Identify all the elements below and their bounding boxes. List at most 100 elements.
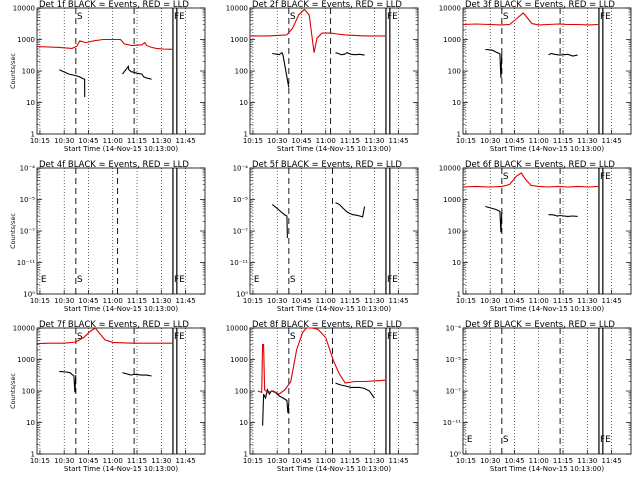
series-lld-line xyxy=(36,38,173,50)
panel-title: Det 6f BLACK = Events, RED = LLD xyxy=(465,160,615,170)
x-tick-label: 10:15 xyxy=(243,457,263,465)
x-tick-label: 10:45 xyxy=(78,297,98,305)
x-tick-label: 10:15 xyxy=(30,297,50,305)
x-tick-label: 11:30 xyxy=(364,457,384,465)
x-tick-label: 11:00 xyxy=(316,457,336,465)
x-axis-label: Start Time (14-Nov-15 10:13:00) xyxy=(277,465,391,473)
series-events-line xyxy=(485,48,578,79)
x-tick-label: 11:00 xyxy=(316,137,336,145)
x-tick-label: 11:15 xyxy=(553,137,573,145)
y-tick-label: 10⁻¹¹ xyxy=(443,419,461,427)
y-tick-label: 10 xyxy=(239,99,248,107)
x-tick-label: 10:30 xyxy=(267,137,287,145)
y-tick-label: 10⁻⁴ xyxy=(233,165,249,173)
det-panel-5: Det 5f BLACK = Events, RED = LLD 10⁰ 10⁻¹¹… xyxy=(230,160,419,313)
panel-title: Det 8f BLACK = Events, RED = LLD xyxy=(252,320,402,330)
panel-title: Det 3f BLACK = Events, RED = LLD xyxy=(465,0,615,10)
y-tick-label: 1 xyxy=(244,131,248,139)
y-tick-label: 1 xyxy=(457,291,461,299)
flag-fe: FE xyxy=(174,332,185,342)
flag-s: S xyxy=(290,12,296,22)
x-tick-label: 11:00 xyxy=(529,297,549,305)
x-tick-label: 10:30 xyxy=(480,457,500,465)
x-tick-label: 11:00 xyxy=(316,297,336,305)
panel-title: Det 9f BLACK = Events, RED = LLD xyxy=(465,320,615,330)
x-tick-label: 10:15 xyxy=(456,137,476,145)
flag-s: S xyxy=(503,172,509,182)
series-lld-line xyxy=(250,8,385,53)
x-axis-label: Start Time (14-Nov-15 10:13:00) xyxy=(490,145,604,153)
x-tick-label: 11:00 xyxy=(529,457,549,465)
x-tick-label: 10:45 xyxy=(504,457,524,465)
y-tick-label: 10⁻⁷ xyxy=(446,388,462,396)
series-lld-line xyxy=(257,327,386,395)
y-tick-label: 10⁻⁷ xyxy=(20,228,36,236)
flag-s: S xyxy=(77,332,83,342)
x-tick-label: 10:30 xyxy=(480,137,500,145)
x-tick-label: 11:15 xyxy=(127,297,147,305)
x-tick-label: 10:45 xyxy=(78,457,98,465)
det-panel-1: Det 1f BLACK = Events, RED = LLD 1 10 100 10… xyxy=(9,0,206,153)
y-tick-label: 10 xyxy=(26,99,35,107)
det-panel-8: Det 8f BLACK = Events, RED = LLD 1 10 100 10… xyxy=(226,320,419,473)
y-tick-label: 10⁰ xyxy=(236,291,248,299)
panel-title: Det 4f BLACK = Events, RED = LLD xyxy=(39,160,189,170)
y-tick-label: 10000 xyxy=(439,165,461,173)
x-tick-label: 10:45 xyxy=(504,297,524,305)
y-axis-label: Counts/sec xyxy=(9,213,17,249)
y-tick-label: 1000 xyxy=(443,196,461,204)
panel-title: Det 1f BLACK = Events, RED = LLD xyxy=(39,0,189,10)
x-tick-label: 11:15 xyxy=(340,137,360,145)
flag-fe: FE xyxy=(600,435,611,445)
x-tick-label: 11:45 xyxy=(388,297,408,305)
y-tick-label: 10000 xyxy=(439,5,461,13)
y-axis-label: Counts/sec xyxy=(9,53,17,89)
flag-fe: FE xyxy=(387,275,398,285)
x-tick-label: 10:30 xyxy=(267,297,287,305)
x-tick-label: 11:30 xyxy=(364,137,384,145)
x-tick-label: 11:15 xyxy=(340,457,360,465)
x-axis-label: Start Time (14-Nov-15 10:13:00) xyxy=(64,305,178,313)
flag-fe: FE xyxy=(387,332,398,342)
x-tick-label: 10:45 xyxy=(291,457,311,465)
x-axis-label: Start Time (14-Nov-15 10:13:00) xyxy=(277,145,391,153)
panel-title: Det 5f BLACK = Events, RED = LLD xyxy=(252,160,402,170)
x-tick-label: 11:00 xyxy=(103,297,123,305)
flag-fe: FE xyxy=(174,12,185,22)
x-tick-label: 11:45 xyxy=(175,457,195,465)
x-axis-label: Start Time (14-Nov-15 10:13:00) xyxy=(490,305,604,313)
plot-frame xyxy=(249,7,419,135)
y-tick-label: 10⁰ xyxy=(449,451,461,459)
flag-fe: FE xyxy=(387,12,398,22)
y-tick-label: 10 xyxy=(26,419,35,427)
x-tick-label: 10:45 xyxy=(291,297,311,305)
series-lld-line xyxy=(462,172,599,188)
x-tick-label: 10:45 xyxy=(78,137,98,145)
x-tick-label: 10:45 xyxy=(291,137,311,145)
x-tick-label: 11:30 xyxy=(151,297,171,305)
plot-frame xyxy=(462,7,632,135)
x-tick-label: 11:45 xyxy=(388,457,408,465)
y-tick-label: 100 xyxy=(235,68,248,76)
x-tick-label: 10:30 xyxy=(54,297,74,305)
x-tick-label: 11:45 xyxy=(601,457,621,465)
flag-fe: FE xyxy=(600,12,611,22)
flag-s: S xyxy=(290,332,296,342)
y-tick-label: 100 xyxy=(235,388,248,396)
x-tick-label: 11:15 xyxy=(127,457,147,465)
x-tick-label: 11:30 xyxy=(364,297,384,305)
x-tick-label: 10:45 xyxy=(504,137,524,145)
y-axis-label: Counts/sec xyxy=(9,373,17,409)
series-lld-line xyxy=(36,327,172,345)
y-tick-label: 1 xyxy=(31,451,35,459)
det-panel-2: Det 2f BLACK = Events, RED = LLD 1 10 100 10… xyxy=(226,0,419,153)
y-tick-label: 10⁻¹¹ xyxy=(230,259,248,267)
y-tick-label: 1000 xyxy=(443,36,461,44)
series-events-line xyxy=(262,382,375,426)
x-axis-label: Start Time (14-Nov-15 10:13:00) xyxy=(64,145,178,153)
series-events-line xyxy=(272,51,365,88)
x-tick-label: 11:15 xyxy=(340,297,360,305)
det-panel-7: Det 7f BLACK = Events, RED = LLD 1 10 100 10… xyxy=(9,320,206,473)
y-tick-label: 1000 xyxy=(230,36,248,44)
